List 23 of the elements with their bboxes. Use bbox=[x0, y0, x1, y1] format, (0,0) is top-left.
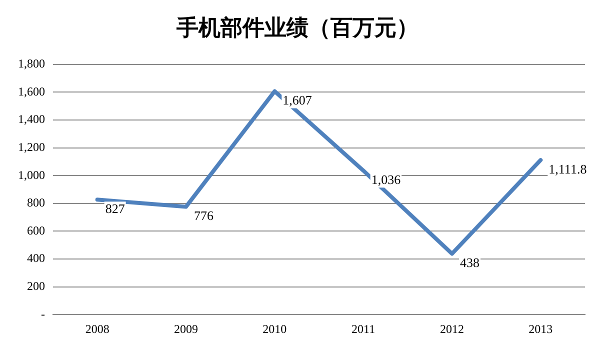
x-tick-label: 2011 bbox=[352, 322, 376, 336]
y-tick-label: 600 bbox=[27, 223, 45, 238]
y-tick-label: 1,400 bbox=[18, 112, 45, 126]
y-tick-label: 1,000 bbox=[18, 168, 45, 182]
data-label: 1,111.8 bbox=[548, 161, 587, 176]
x-tick-label: 2008 bbox=[85, 322, 110, 336]
x-tick-label: 2009 bbox=[174, 322, 198, 336]
y-tick-label: 1,800 bbox=[18, 56, 45, 71]
data-label: 1,607 bbox=[282, 92, 312, 108]
y-tick-label: 800 bbox=[27, 196, 45, 210]
data-label: 827 bbox=[105, 201, 126, 216]
data-label: 438 bbox=[460, 255, 480, 270]
y-tick-label: 200 bbox=[27, 278, 45, 293]
x-tick-label: 2012 bbox=[440, 322, 464, 336]
data-label: 776 bbox=[194, 208, 214, 224]
y-tick-label: 1,600 bbox=[18, 84, 45, 98]
y-tick-label: - bbox=[41, 306, 45, 321]
y-tick-label: 400 bbox=[27, 251, 45, 266]
data-label: 1,036 bbox=[371, 172, 402, 188]
x-tick-label: 2010 bbox=[262, 322, 287, 336]
chart-title: 手机部件业绩（百万元） bbox=[176, 14, 418, 41]
x-tick-label: 2013 bbox=[528, 322, 553, 336]
y-tick-label: 1,200 bbox=[18, 140, 45, 154]
